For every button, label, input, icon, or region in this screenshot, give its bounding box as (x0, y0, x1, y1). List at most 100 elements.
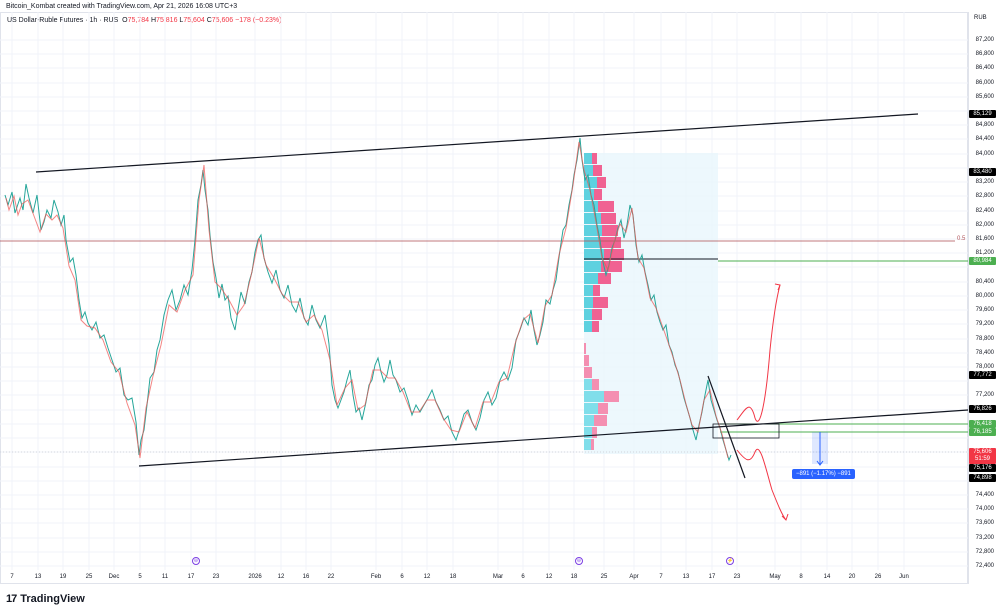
price-tick: 72,400 (975, 563, 994, 569)
price-chart[interactable] (0, 0, 968, 584)
price-label-77772: 77,772 (969, 371, 996, 379)
change-value: −178 (−0.23%) (235, 17, 282, 24)
time-tick: Apr (629, 574, 639, 580)
price-tick: 84,000 (975, 151, 994, 157)
low-value: 75,604 (183, 17, 205, 24)
price-axis[interactable] (968, 12, 1000, 584)
time-tick: 5 (138, 574, 142, 580)
close-value: 75,606 (211, 17, 234, 24)
time-tick: May (769, 574, 781, 580)
time-tick: 2026 (248, 574, 262, 580)
candles (4, 137, 732, 462)
time-tick: 18 (449, 574, 457, 580)
price-label-74898: 74,898 (969, 474, 996, 482)
channel-bottom-trendline[interactable] (138, 409, 968, 467)
bearish-projection-path[interactable] (736, 448, 787, 521)
price-tick: 81,200 (975, 250, 994, 256)
measure-arrow-icon (816, 460, 824, 466)
time-tick: 25 (85, 574, 93, 580)
price-label-83480: 83,480 (969, 168, 996, 176)
time-tick: 17 (708, 574, 716, 580)
tradingview-logo[interactable]: 17 TradingView (6, 593, 85, 605)
chart-pane[interactable] (0, 12, 968, 584)
time-tick: 11 (161, 574, 169, 580)
time-tick: 12 (277, 574, 285, 580)
chart-attribution: Bitcoin_Kombat created with TradingView.… (6, 3, 238, 10)
time-tick: 13 (682, 574, 690, 580)
price-tick: 73,600 (975, 520, 994, 526)
price-tick: 80,400 (975, 279, 994, 285)
bar-countdown: 51:59 (974, 456, 990, 462)
open-value: 75,784 (127, 17, 150, 24)
price-tick: 79,200 (975, 321, 994, 327)
fib-level-label: 0.5 (957, 236, 966, 242)
last-price-value: 75,606 (973, 449, 992, 455)
measure-label: −891 (−1.17%) −891 (792, 469, 855, 479)
dividend-icon[interactable]: ⊖ (192, 557, 200, 565)
time-tick: 7 (659, 574, 663, 580)
time-tick: 13 (34, 574, 42, 580)
time-tick: Mar (492, 574, 504, 580)
price-tick: 85,600 (975, 94, 994, 100)
time-tick: 12 (423, 574, 431, 580)
time-tick: 20 (848, 574, 856, 580)
price-tick: 78,400 (975, 350, 994, 356)
price-tick: 80,000 (975, 293, 994, 299)
price-label-75176: 75,176 (969, 464, 996, 472)
down-trendline[interactable] (707, 375, 746, 479)
price-tick: 82,000 (975, 222, 994, 228)
time-tick: 6 (521, 574, 525, 580)
price-label-85129: 85,129 (969, 110, 996, 118)
price-tick: 84,800 (975, 122, 994, 128)
price-label-76185: 76,185 (969, 428, 996, 436)
high-value: 75,816 (156, 17, 178, 24)
volume-profile-bars (584, 153, 624, 450)
price-tick: 74,000 (975, 506, 994, 512)
price-tick: 84,400 (975, 136, 994, 142)
grid (0, 12, 968, 570)
time-tick: 7 (10, 574, 14, 580)
price-tick: 78,800 (975, 336, 994, 342)
price-tick: 86,000 (975, 80, 994, 86)
price-tick: 82,800 (975, 193, 994, 199)
time-tick: 26 (874, 574, 882, 580)
price-tick: 78,000 (975, 364, 994, 370)
price-tick: 81,600 (975, 236, 994, 242)
time-tick: 18 (570, 574, 578, 580)
time-tick: Feb (370, 574, 382, 580)
dividend-icon[interactable]: ⊖ (575, 557, 583, 565)
time-tick: 22 (327, 574, 335, 580)
time-tick: 23 (212, 574, 220, 580)
price-tick: 86,800 (975, 51, 994, 57)
time-tick: Jun (899, 574, 909, 580)
price-tick: 77,200 (975, 392, 994, 398)
price-tick: 79,600 (975, 307, 994, 313)
price-tick: 86,400 (975, 65, 994, 71)
price-tick: 82,400 (975, 208, 994, 214)
price-tick: 74,400 (975, 492, 994, 498)
time-tick: 16 (302, 574, 310, 580)
bullish-arrowhead-icon (774, 283, 781, 291)
price-tick: 72,800 (975, 549, 994, 555)
time-tick: 17 (187, 574, 195, 580)
time-tick: 8 (799, 574, 803, 580)
time-tick: 6 (400, 574, 404, 580)
price-tick: 73,200 (975, 535, 994, 541)
earnings-icon[interactable]: ⚡ (726, 557, 734, 565)
price-tick: 83,200 (975, 179, 994, 185)
currency-label: RUB (974, 15, 987, 21)
price-label-76826: 76,826 (969, 405, 996, 413)
time-tick: 12 (545, 574, 553, 580)
bullish-projection-path[interactable] (736, 284, 781, 422)
price-label-80984: 80,984 (969, 257, 996, 265)
time-tick: 14 (823, 574, 831, 580)
channel-top-trendline[interactable] (35, 113, 919, 173)
tradingview-logo-icon: 17 (6, 593, 17, 605)
price-label-76418: 76,418 (969, 420, 996, 428)
time-tick: 19 (59, 574, 67, 580)
price-tick: 87,200 (975, 37, 994, 43)
bearish-arrowhead-icon (781, 513, 789, 521)
last-price-label: 75,606 51:59 (969, 448, 996, 464)
zone-rectangle[interactable] (712, 423, 780, 439)
time-tick: 25 (600, 574, 608, 580)
